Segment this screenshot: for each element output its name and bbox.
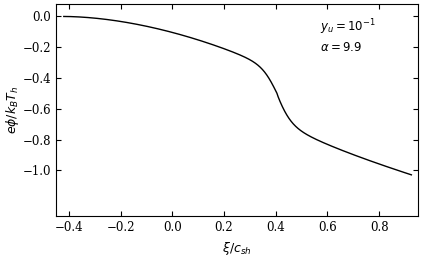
X-axis label: $\xi/c_{sh}$: $\xi/c_{sh}$ xyxy=(222,240,252,257)
Text: $\alpha =9.9$: $\alpha =9.9$ xyxy=(319,41,362,54)
Text: $y_u=10^{-1}$: $y_u=10^{-1}$ xyxy=(319,17,375,37)
Y-axis label: $e\phi/k_B T_h$: $e\phi/k_B T_h$ xyxy=(4,86,21,134)
